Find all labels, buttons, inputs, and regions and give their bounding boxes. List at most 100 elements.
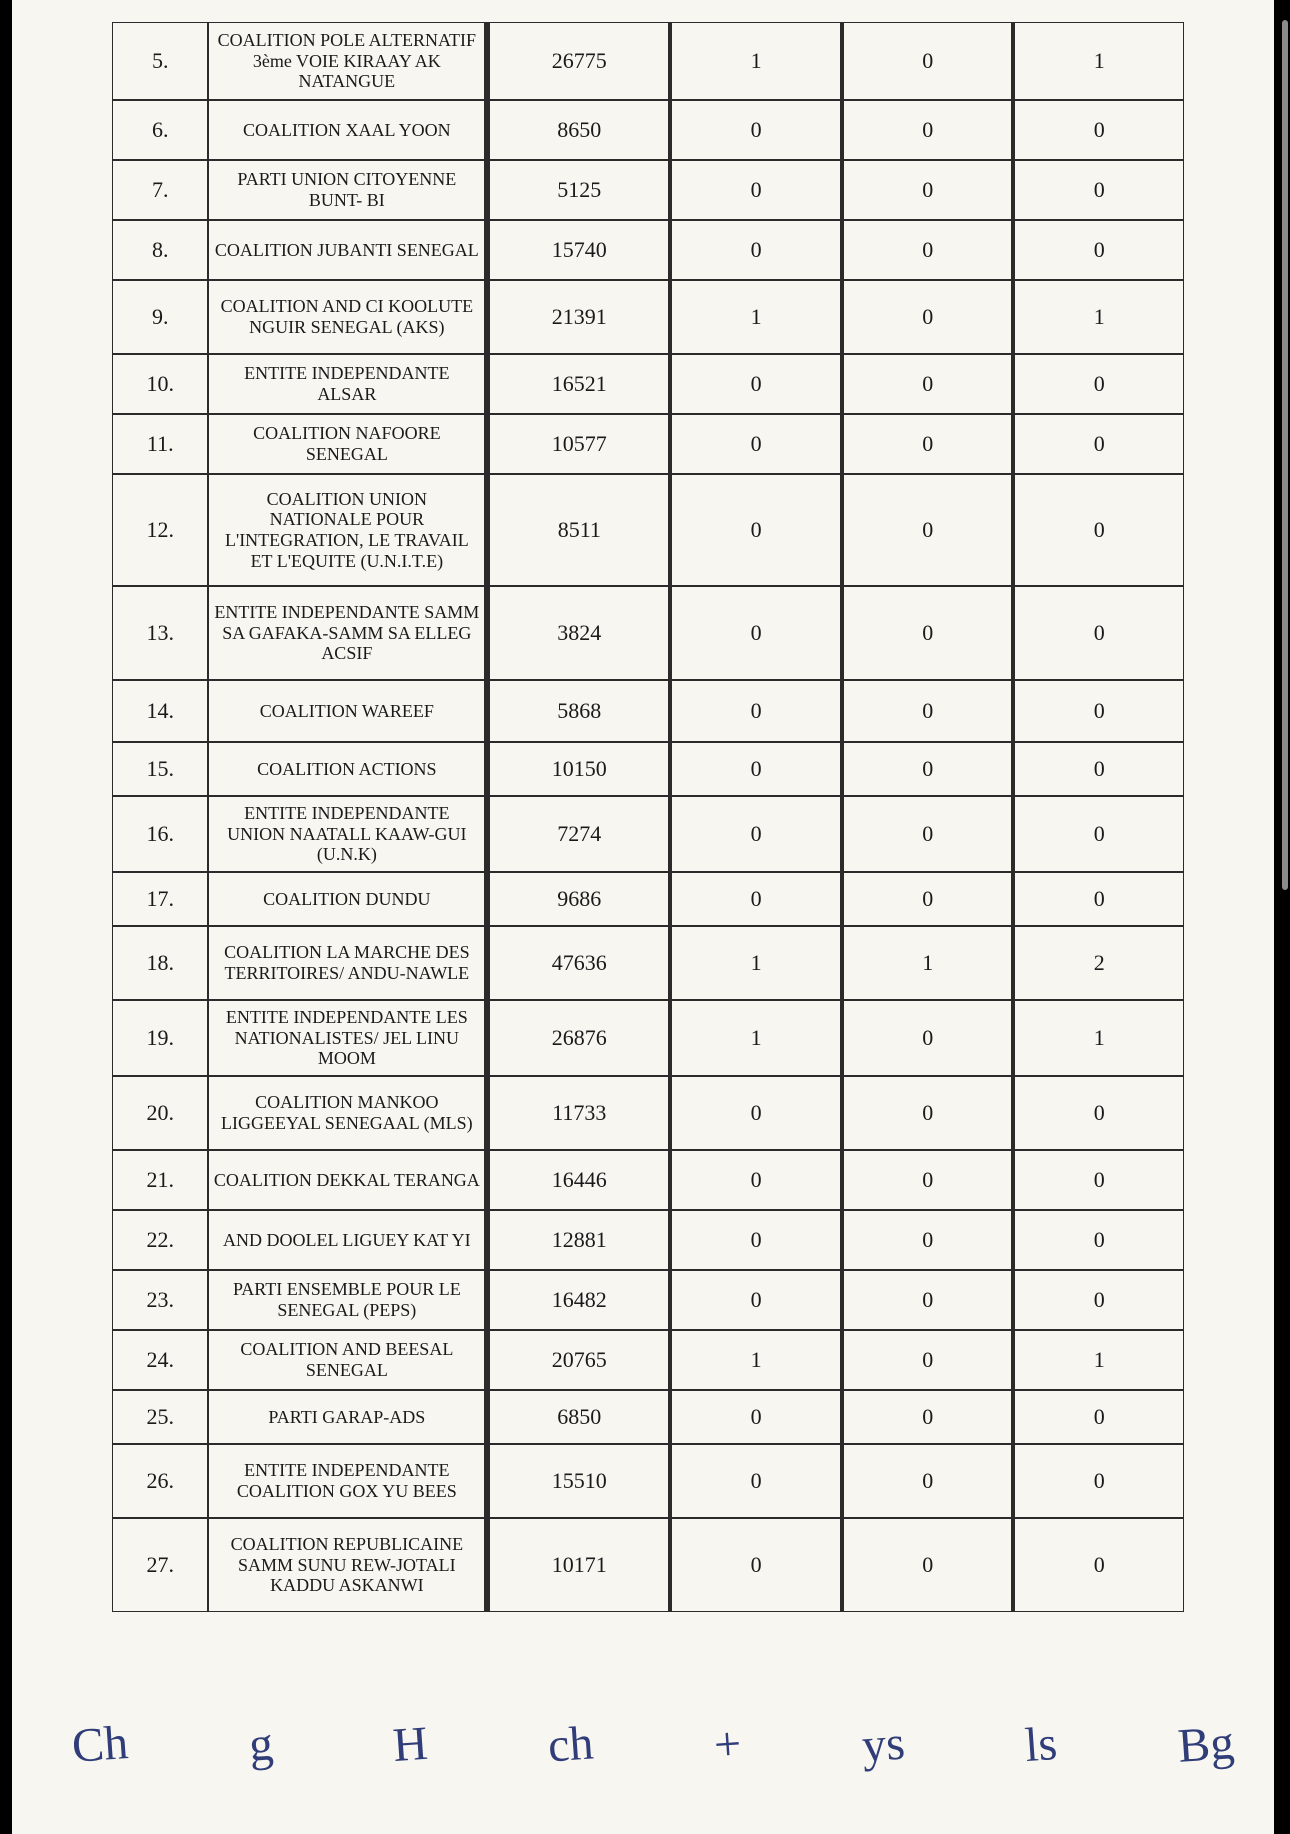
col-5-value: 0 — [841, 1000, 1013, 1076]
party-name: COALITION WAREEF — [208, 680, 487, 742]
table-row: 12.COALITION UNION NATIONALE POUR L'INTE… — [112, 474, 1184, 586]
col-4-value: 0 — [669, 354, 841, 414]
col-6-value: 0 — [1012, 1270, 1184, 1330]
col-5-value: 0 — [841, 22, 1013, 100]
col-5-value: 0 — [841, 1270, 1013, 1330]
votes-count: 26876 — [487, 1000, 669, 1076]
col-4-value: 0 — [669, 1270, 841, 1330]
votes-count: 7274 — [487, 796, 669, 872]
row-index: 12. — [112, 474, 208, 586]
col-4-value: 0 — [669, 1150, 841, 1210]
col-6-value: 0 — [1012, 586, 1184, 680]
col-4-value: 0 — [669, 160, 841, 220]
signature-mark: H — [391, 1715, 429, 1772]
party-name: COALITION ACTIONS — [208, 742, 487, 796]
votes-count: 21391 — [487, 280, 669, 354]
col-5-value: 0 — [841, 220, 1013, 280]
table-row: 15.COALITION ACTIONS10150000 — [112, 742, 1184, 796]
votes-count: 5868 — [487, 680, 669, 742]
col-4-value: 0 — [669, 100, 841, 160]
col-4-value: 0 — [669, 1210, 841, 1270]
table-row: 23.PARTI ENSEMBLE POUR LE SENEGAL (PEPS)… — [112, 1270, 1184, 1330]
col-4-value: 0 — [669, 796, 841, 872]
votes-count: 8650 — [487, 100, 669, 160]
table-row: 13.ENTITE INDEPENDANTE SAMM SA GAFAKA-SA… — [112, 586, 1184, 680]
signatures-row: Ch g H ch + ys ls Bg — [72, 1684, 1234, 1804]
votes-count: 15510 — [487, 1444, 669, 1518]
votes-count: 11733 — [487, 1076, 669, 1150]
table-row: 9.COALITION AND CI KOOLUTE NGUIR SENEGAL… — [112, 280, 1184, 354]
party-name: PARTI UNION CITOYENNE BUNT- BI — [208, 160, 487, 220]
signature-mark: g — [247, 1716, 275, 1773]
col-5-value: 0 — [841, 796, 1013, 872]
scrollbar-thumb[interactable] — [1282, 20, 1288, 890]
table-row: 8.COALITION JUBANTI SENEGAL15740000 — [112, 220, 1184, 280]
table-row: 22.AND DOOLEL LIGUEY KAT YI12881000 — [112, 1210, 1184, 1270]
party-name: COALITION XAAL YOON — [208, 100, 487, 160]
col-4-value: 0 — [669, 742, 841, 796]
row-index: 10. — [112, 354, 208, 414]
col-5-value: 0 — [841, 474, 1013, 586]
col-6-value: 0 — [1012, 1210, 1184, 1270]
col-6-value: 2 — [1012, 926, 1184, 1000]
votes-count: 15740 — [487, 220, 669, 280]
col-4-value: 0 — [669, 586, 841, 680]
col-6-value: 0 — [1012, 474, 1184, 586]
col-4-value: 0 — [669, 220, 841, 280]
col-6-value: 0 — [1012, 1444, 1184, 1518]
col-4-value: 1 — [669, 22, 841, 100]
row-index: 20. — [112, 1076, 208, 1150]
votes-count: 16482 — [487, 1270, 669, 1330]
col-6-value: 0 — [1012, 100, 1184, 160]
party-name: COALITION MANKOO LIGGEEYAL SENEGAAL (MLS… — [208, 1076, 487, 1150]
row-index: 14. — [112, 680, 208, 742]
table-row: 26.ENTITE INDEPENDANTE COALITION GOX YU … — [112, 1444, 1184, 1518]
col-6-value: 0 — [1012, 220, 1184, 280]
table-row: 11.COALITION NAFOORE SENEGAL10577000 — [112, 414, 1184, 474]
col-4-value: 0 — [669, 414, 841, 474]
row-index: 22. — [112, 1210, 208, 1270]
votes-count: 9686 — [487, 872, 669, 926]
votes-count: 10150 — [487, 742, 669, 796]
col-5-value: 0 — [841, 1330, 1013, 1390]
col-6-value: 1 — [1012, 280, 1184, 354]
party-name: PARTI ENSEMBLE POUR LE SENEGAL (PEPS) — [208, 1270, 487, 1330]
col-4-value: 1 — [669, 280, 841, 354]
signature-mark: ls — [1023, 1715, 1059, 1772]
col-5-value: 0 — [841, 414, 1013, 474]
col-5-value: 0 — [841, 280, 1013, 354]
party-name: COALITION REPUBLICAINE SAMM SUNU REW-JOT… — [208, 1518, 487, 1612]
col-5-value: 0 — [841, 1150, 1013, 1210]
party-name: ENTITE INDEPENDANTE UNION NAATALL KAAW-G… — [208, 796, 487, 872]
table-row: 10.ENTITE INDEPENDANTE ALSAR16521000 — [112, 354, 1184, 414]
row-index: 5. — [112, 22, 208, 100]
viewport: 5.COALITION POLE ALTERNATIF 3ème VOIE KI… — [0, 0, 1290, 1834]
row-index: 19. — [112, 1000, 208, 1076]
col-6-value: 0 — [1012, 796, 1184, 872]
row-index: 15. — [112, 742, 208, 796]
votes-count: 10171 — [487, 1518, 669, 1612]
signature-mark: ch — [547, 1715, 596, 1773]
col-6-value: 0 — [1012, 742, 1184, 796]
party-name: AND DOOLEL LIGUEY KAT YI — [208, 1210, 487, 1270]
party-name: COALITION AND CI KOOLUTE NGUIR SENEGAL (… — [208, 280, 487, 354]
party-name: ENTITE INDEPENDANTE COALITION GOX YU BEE… — [208, 1444, 487, 1518]
table-row: 20.COALITION MANKOO LIGGEEYAL SENEGAAL (… — [112, 1076, 1184, 1150]
votes-count: 47636 — [487, 926, 669, 1000]
row-index: 25. — [112, 1390, 208, 1444]
col-5-value: 0 — [841, 1518, 1013, 1612]
col-6-value: 1 — [1012, 1330, 1184, 1390]
col-6-value: 1 — [1012, 1000, 1184, 1076]
document-page: 5.COALITION POLE ALTERNATIF 3ème VOIE KI… — [12, 0, 1274, 1834]
table-row: 25.PARTI GARAP-ADS6850000 — [112, 1390, 1184, 1444]
votes-count: 26775 — [487, 22, 669, 100]
col-5-value: 0 — [841, 100, 1013, 160]
col-5-value: 0 — [841, 586, 1013, 680]
col-4-value: 0 — [669, 1518, 841, 1612]
col-6-value: 0 — [1012, 1150, 1184, 1210]
row-index: 7. — [112, 160, 208, 220]
table-row: 21.COALITION DEKKAL TERANGA16446000 — [112, 1150, 1184, 1210]
party-name: COALITION AND BEESAL SENEGAL — [208, 1330, 487, 1390]
col-6-value: 1 — [1012, 22, 1184, 100]
votes-count: 16521 — [487, 354, 669, 414]
